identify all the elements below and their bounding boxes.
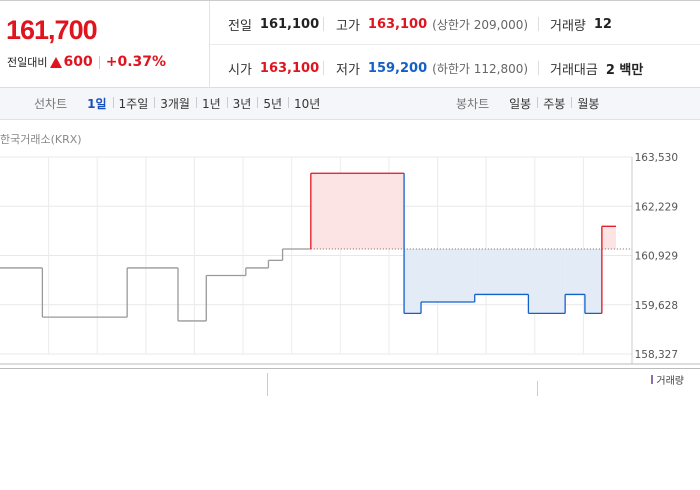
below-reference-fill bbox=[565, 249, 585, 295]
divider bbox=[323, 61, 324, 75]
up-triangle-icon bbox=[50, 56, 63, 68]
open-value: 163,100 bbox=[259, 61, 320, 76]
volume-label: 거래량 bbox=[550, 19, 586, 34]
tab-3year[interactable]: 3년 bbox=[226, 95, 258, 112]
candle-chart-tabs: 봉차트 일봉 주봉 월봉 bbox=[456, 88, 605, 119]
volume-value: 12 bbox=[593, 17, 612, 32]
below-reference-fill bbox=[584, 249, 602, 314]
line-chart-title: 선차트 bbox=[34, 97, 68, 111]
below-reference-fill bbox=[528, 249, 566, 314]
change-diff: 600 bbox=[63, 54, 93, 70]
tab-1year[interactable]: 1년 bbox=[195, 95, 227, 112]
prev-close: 전일 161,100 bbox=[228, 15, 319, 34]
y-tick-label: 158,327 bbox=[635, 349, 678, 361]
below-reference-fill bbox=[474, 249, 529, 295]
tab-10year[interactable]: 10년 bbox=[288, 95, 326, 112]
divider bbox=[323, 17, 324, 31]
tab-weekly-candle[interactable]: 주봉 bbox=[537, 95, 571, 112]
below-reference-fill bbox=[421, 249, 475, 303]
y-tick-label: 160,929 bbox=[635, 251, 678, 263]
line-chart-tabs: 선차트 1일 1주일 3개월 1년 3년 5년 10년 bbox=[34, 88, 326, 119]
open-label: 시가 bbox=[228, 63, 252, 78]
current-price: 161,700 bbox=[6, 15, 98, 45]
volume-legend: 거래량 bbox=[651, 372, 684, 387]
trade-amount-label: 거래대금 bbox=[550, 63, 598, 78]
volume-legend-label: 거래량 bbox=[656, 376, 684, 387]
volume-legend-swatch bbox=[651, 375, 654, 384]
trade-amount-value: 2 백만 bbox=[605, 63, 644, 78]
current-price-box: 161,700 전일대비 600 +0.37% bbox=[0, 1, 210, 88]
chart-period-tabs: 선차트 1일 1주일 3개월 1년 3년 5년 10년 봉차트 일봉 주봉 월봉 bbox=[0, 88, 700, 120]
row-divider bbox=[210, 44, 700, 45]
low-label: 저가 bbox=[336, 63, 360, 78]
y-tick-label: 162,229 bbox=[635, 201, 678, 213]
day-high: 고가 163,100 (상한가 209,000) bbox=[336, 15, 528, 34]
intraday-price-chart: 163,530 162,229 160,929 159,628 158,327 bbox=[0, 152, 700, 365]
volume: 거래량 12 bbox=[550, 15, 612, 34]
change-rate: +0.37% bbox=[105, 54, 167, 70]
y-tick-label: 163,530 bbox=[635, 152, 678, 164]
tab-1week[interactable]: 1주일 bbox=[112, 95, 155, 112]
high-label: 고가 bbox=[336, 19, 360, 34]
high-value: 163,100 bbox=[367, 17, 428, 32]
change-label: 전일대비 bbox=[7, 56, 48, 69]
open-price: 시가 163,100 bbox=[228, 59, 319, 78]
lower-limit: (하한가 112,800) bbox=[432, 62, 529, 76]
tab-3month[interactable]: 3개월 bbox=[154, 95, 196, 112]
low-value: 159,200 bbox=[367, 61, 428, 76]
candle-chart-title: 봉차트 bbox=[456, 97, 490, 111]
price-summary: 161,700 전일대비 600 +0.37% 전일 161,100 고가 16… bbox=[0, 0, 700, 88]
divider bbox=[98, 55, 100, 69]
tab-daily-candle[interactable]: 일봉 bbox=[509, 97, 532, 111]
divider bbox=[538, 61, 539, 75]
exchange-label: 한국거래소(KRX) bbox=[0, 133, 82, 146]
above-reference-fill bbox=[310, 173, 405, 250]
below-reference-fill bbox=[404, 249, 422, 314]
trade-amount: 거래대금 2 백만 bbox=[550, 59, 643, 78]
day-low: 저가 159,200 (하한가 112,800) bbox=[336, 59, 528, 78]
volume-area bbox=[0, 368, 700, 396]
above-reference-fill bbox=[601, 226, 616, 250]
price-change: 전일대비 600 +0.37% bbox=[7, 54, 166, 70]
prev-close-label: 전일 bbox=[228, 19, 252, 34]
tab-1day[interactable]: 1일 bbox=[87, 97, 107, 111]
prev-close-value: 161,100 bbox=[259, 17, 320, 32]
tab-monthly-candle[interactable]: 월봉 bbox=[571, 95, 605, 112]
divider bbox=[538, 17, 539, 31]
upper-limit: (상한가 209,000) bbox=[432, 18, 529, 32]
y-tick-label: 159,628 bbox=[635, 300, 678, 312]
tab-5year[interactable]: 5년 bbox=[257, 95, 288, 112]
